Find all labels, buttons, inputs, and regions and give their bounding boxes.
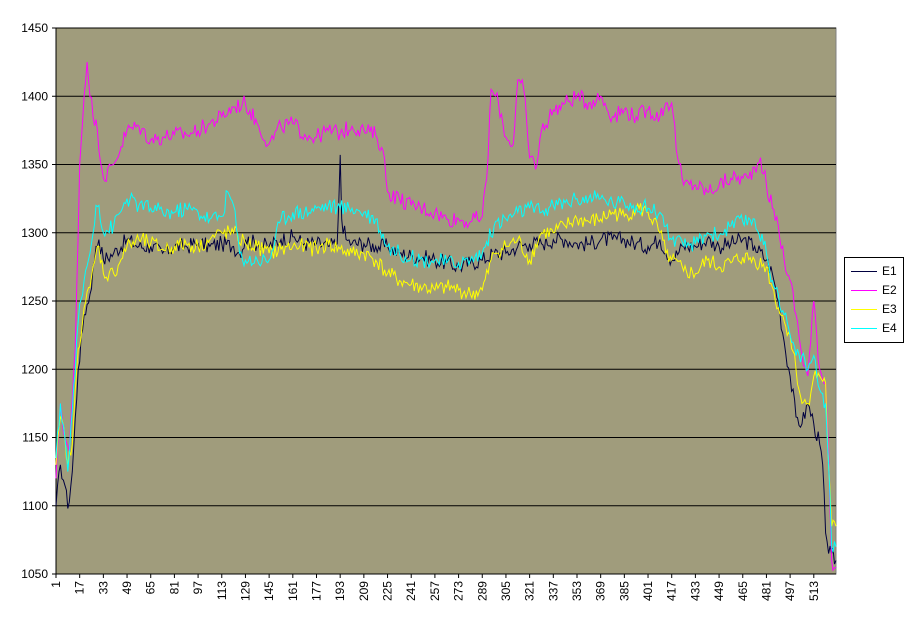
x-tick-label: 193: [333, 581, 347, 601]
y-tick-label: 1100: [22, 499, 48, 513]
y-tick-label: 1150: [22, 431, 48, 445]
legend-item-e3: E3: [849, 300, 903, 318]
y-axis: 1050 1100 1150 1200 1250 1300 1350 1400 1450: [21, 21, 57, 581]
x-tick-label: 337: [546, 581, 560, 601]
legend-label-e1: E1: [882, 264, 897, 278]
x-tick-label: 449: [712, 581, 726, 601]
x-tick-label: 113: [215, 581, 229, 600]
y-tick-label: 1050: [21, 567, 48, 581]
legend-swatch-e3: [851, 309, 877, 310]
legend-label-e4: E4: [882, 321, 897, 335]
x-tick-label: 49: [120, 581, 134, 595]
x-tick-label: 177: [309, 581, 323, 601]
x-tick-label: 481: [759, 581, 773, 601]
x-tick-label: 417: [665, 581, 679, 601]
x-tick-label: 513: [807, 581, 821, 601]
y-tick-label: 1300: [21, 226, 48, 240]
y-tick-label: 1200: [21, 362, 48, 376]
legend-swatch-e1: [851, 271, 877, 272]
series-line-e2: [55, 62, 837, 572]
y-tick-label: 1250: [21, 294, 48, 308]
x-tick-label: 305: [499, 581, 513, 601]
x-tick-label: 369: [594, 581, 608, 601]
legend-swatch-e4: [851, 328, 877, 329]
x-tick-label: 353: [570, 581, 584, 601]
x-tick-label: 433: [688, 581, 702, 601]
x-tick-label: 161: [286, 581, 300, 601]
x-tick-label: 1: [49, 581, 63, 588]
x-tick-label: 497: [783, 581, 797, 601]
y-tick-label: 1450: [21, 21, 48, 35]
legend-label-e3: E3: [882, 302, 897, 316]
x-tick-label: 289: [475, 581, 489, 601]
x-tick-label: 225: [381, 581, 395, 601]
legend-item-e1: E1: [849, 262, 903, 280]
x-tick-label: 241: [404, 581, 418, 601]
grid-lines: [56, 27, 836, 507]
x-axis: 1 17 33 49 65 81 97 113 129 145 161 177 193 209 225 241…: [49, 573, 836, 601]
legend-swatch-e2: [851, 290, 877, 291]
series-lines: [55, 62, 837, 572]
legend-item-e2: E2: [849, 281, 903, 299]
x-tick-label: 129: [238, 581, 252, 601]
x-tick-label: 97: [191, 581, 205, 595]
x-tick-label: 145: [262, 581, 276, 601]
x-tick-label: 257: [428, 581, 442, 601]
series-line-e3: [55, 202, 837, 527]
legend-label-e2: E2: [882, 283, 897, 297]
x-tick-label: 465: [736, 581, 750, 601]
series-line-e4: [55, 189, 837, 553]
x-tick-label: 273: [452, 581, 466, 601]
y-tick-label: 1350: [21, 158, 48, 172]
x-tick-label: 321: [523, 581, 537, 601]
legend-item-e4: E4: [849, 319, 903, 337]
x-tick-label: 65: [144, 581, 158, 595]
x-tick-label: 17: [73, 581, 87, 595]
y-tick-label: 1400: [21, 89, 48, 103]
x-tick-label: 385: [617, 581, 631, 601]
x-tick-label: 401: [641, 581, 655, 601]
x-tick-label: 33: [96, 581, 110, 595]
x-tick-label: 81: [167, 581, 181, 595]
x-tick-label: 209: [357, 581, 371, 601]
legend: E1 E2 E3 E4: [844, 257, 904, 343]
